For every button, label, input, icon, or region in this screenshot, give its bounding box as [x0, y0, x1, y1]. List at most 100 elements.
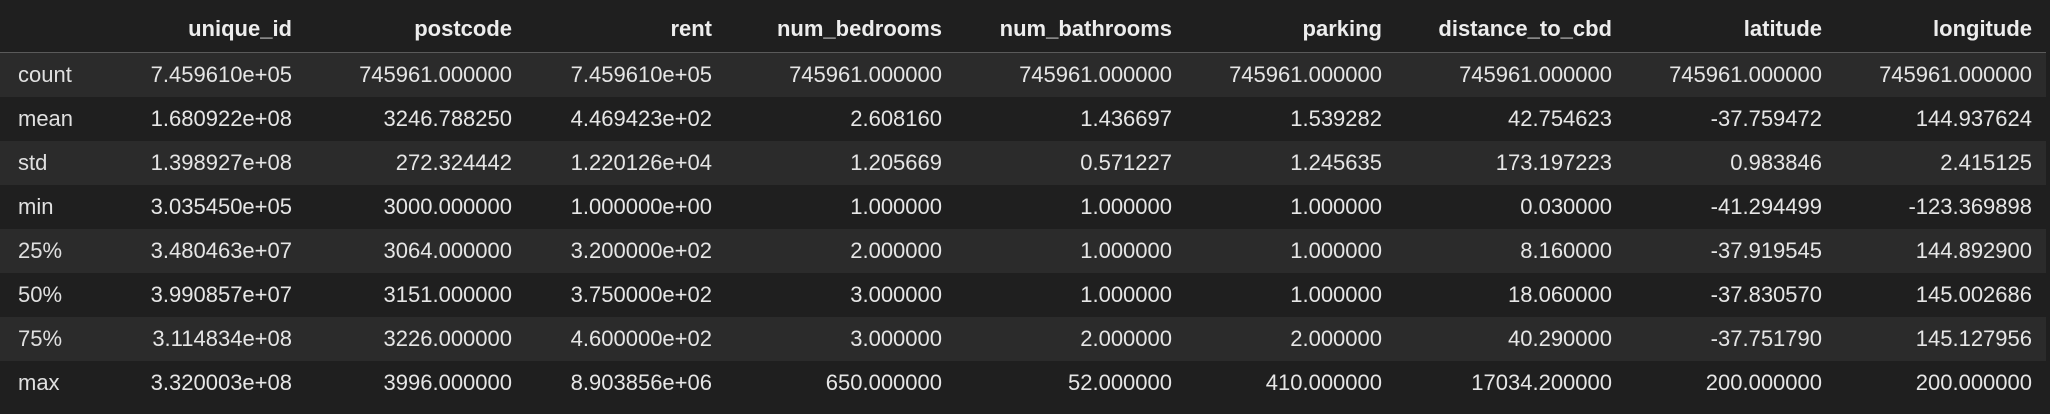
table-cell: 145.127956 — [1915, 326, 2032, 351]
table-cell: 745961.000000 — [789, 62, 942, 87]
table-cell: 745961.000000 — [1459, 62, 1612, 87]
table-cell: 3151.000000 — [383, 282, 512, 307]
table-cell: 1.000000 — [1290, 282, 1382, 307]
table-cell: 3.114834e+08 — [152, 326, 292, 351]
table-cell: 650.000000 — [825, 370, 942, 395]
table-row: max 3.320003e+08 3996.000000 8.903856e+0… — [0, 361, 2046, 405]
table-cell: 1.000000 — [850, 194, 942, 219]
table-cell: 1.000000 — [1080, 282, 1172, 307]
table-cell: 40.290000 — [1508, 326, 1612, 351]
header-cell-rent: rent — [670, 16, 712, 41]
table-cell: 3226.000000 — [383, 326, 512, 351]
table-cell: 2.000000 — [1290, 326, 1382, 351]
table-cell: 1.000000 — [1290, 194, 1382, 219]
table-cell: 144.937624 — [1915, 106, 2032, 131]
table-cell: 173.197223 — [1495, 150, 1612, 175]
table-cell: 745961.000000 — [1669, 62, 1822, 87]
table-cell: 745961.000000 — [1229, 62, 1382, 87]
table-cell: 745961.000000 — [1879, 62, 2032, 87]
table-cell: 3.750000e+02 — [570, 282, 712, 307]
header-cell-num-bedrooms: num_bedrooms — [776, 16, 942, 41]
table-cell: -123.369898 — [1908, 194, 2032, 219]
table-cell: 8.160000 — [1520, 238, 1612, 263]
table-cell: 3.035450e+05 — [150, 194, 292, 219]
table-cell: 7.459610e+05 — [150, 62, 292, 87]
table-cell: 8.903856e+06 — [570, 370, 712, 395]
header-cell-postcode: postcode — [414, 16, 512, 41]
table-cell: 1.000000 — [1290, 238, 1382, 263]
table-cell: 2.415125 — [1940, 150, 2032, 175]
table-row: min 3.035450e+05 3000.000000 1.000000e+0… — [0, 185, 2046, 229]
table-row: mean 1.680922e+08 3246.788250 4.469423e+… — [0, 97, 2046, 141]
table-cell: 3064.000000 — [383, 238, 512, 263]
table-cell: 3246.788250 — [383, 106, 512, 131]
table-cell: 144.892900 — [1915, 238, 2032, 263]
table-cell: 1.539282 — [1290, 106, 1382, 131]
table-cell: 0.571227 — [1080, 150, 1172, 175]
header-cell-longitude: longitude — [1933, 16, 2032, 41]
table-row: 25% 3.480463e+07 3064.000000 3.200000e+0… — [0, 229, 2046, 273]
table-cell: 4.469423e+02 — [570, 106, 712, 131]
table-cell: 1.000000 — [1080, 194, 1172, 219]
table-cell: 42.754623 — [1508, 106, 1612, 131]
row-label: 75% — [18, 326, 63, 351]
table-cell: 2.000000 — [1080, 326, 1172, 351]
table-cell: 2.000000 — [850, 238, 942, 263]
table-cell: 2.608160 — [850, 106, 942, 131]
table-cell: 1.000000 — [1080, 238, 1172, 263]
row-label: 25% — [18, 238, 63, 263]
table-row: 75% 3.114834e+08 3226.000000 4.600000e+0… — [0, 317, 2046, 361]
table-cell: 145.002686 — [1915, 282, 2032, 307]
table-cell: 52.000000 — [1068, 370, 1172, 395]
table-cell: 0.030000 — [1520, 194, 1612, 219]
header-cell-distance-to-cbd: distance_to_cbd — [1438, 16, 1612, 41]
table-cell: 3.990857e+07 — [150, 282, 292, 307]
table-cell: 1.436697 — [1080, 106, 1172, 131]
table-row: 50% 3.990857e+07 3151.000000 3.750000e+0… — [0, 273, 2046, 317]
table-cell: -37.759472 — [1710, 106, 1822, 131]
row-label: min — [18, 194, 54, 219]
table-cell: 272.324442 — [395, 150, 512, 175]
table-cell: 3000.000000 — [383, 194, 512, 219]
table-cell: 3.000000 — [850, 282, 942, 307]
table-body: count 7.459610e+05 745961.000000 7.45961… — [0, 52, 2046, 405]
table-cell: 3.000000 — [850, 326, 942, 351]
header-cell-latitude: latitude — [1743, 16, 1822, 41]
table-cell: 1.000000e+00 — [570, 194, 712, 219]
table-cell: 3.480463e+07 — [150, 238, 292, 263]
table-cell: 200.000000 — [1915, 370, 2032, 395]
table-cell: 410.000000 — [1265, 370, 1382, 395]
header-cell-unique-id: unique_id — [188, 16, 292, 41]
table-cell: 1.220126e+04 — [570, 150, 712, 175]
table-cell: 7.459610e+05 — [570, 62, 712, 87]
table-cell: 1.398927e+08 — [150, 150, 292, 175]
header-cell-index — [0, 6, 96, 53]
table-cell: 1.245635 — [1290, 150, 1382, 175]
table-cell: 4.600000e+02 — [570, 326, 712, 351]
table-cell: -37.830570 — [1710, 282, 1822, 307]
table-cell: 17034.200000 — [1471, 370, 1612, 395]
header-row: unique_id postcode rent num_bedrooms num… — [0, 6, 2046, 53]
table-row: std 1.398927e+08 272.324442 1.220126e+04… — [0, 141, 2046, 185]
row-label: 50% — [18, 282, 63, 307]
table-cell: 200.000000 — [1705, 370, 1822, 395]
table-cell: 745961.000000 — [359, 62, 512, 87]
table-cell: 18.060000 — [1508, 282, 1612, 307]
table-cell: 3.200000e+02 — [570, 238, 712, 263]
table-cell: 0.983846 — [1730, 150, 1822, 175]
header-cell-num-bathrooms: num_bathrooms — [999, 16, 1172, 41]
table-cell: 3.320003e+08 — [150, 370, 292, 395]
table-header: unique_id postcode rent num_bedrooms num… — [0, 6, 2046, 53]
table-cell: 1.680922e+08 — [150, 106, 292, 131]
row-label: mean — [18, 106, 74, 131]
header-cell-parking: parking — [1302, 16, 1382, 41]
table-cell: 1.205669 — [850, 150, 942, 175]
describe-table: unique_id postcode rent num_bedrooms num… — [0, 6, 2046, 405]
table-cell: 745961.000000 — [1019, 62, 1172, 87]
table-cell: -41.294499 — [1710, 194, 1822, 219]
table-cell: -37.919545 — [1710, 238, 1822, 263]
table-cell: -37.751790 — [1710, 326, 1822, 351]
table-row: count 7.459610e+05 745961.000000 7.45961… — [0, 52, 2046, 97]
table-cell: 3996.000000 — [383, 370, 512, 395]
row-label: std — [18, 150, 48, 175]
